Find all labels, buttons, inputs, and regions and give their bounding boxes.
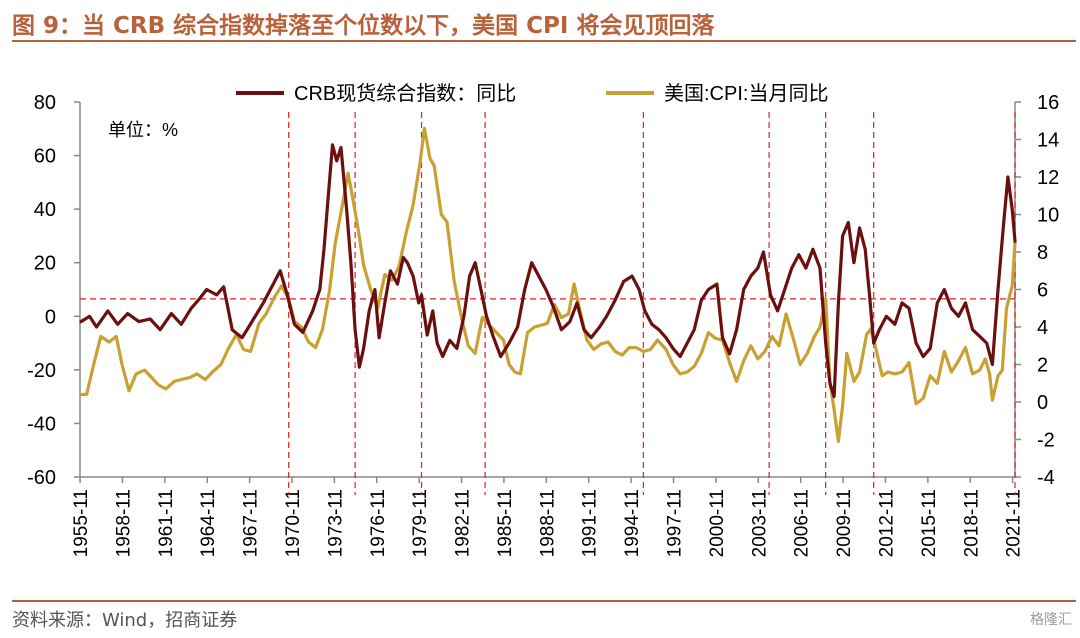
legend-cpi-label: 美国:CPI:当月同比 — [664, 82, 828, 105]
crb-series-line — [79, 143, 1017, 399]
x-tick-label: 1985-11 — [495, 489, 516, 557]
x-tick-label: 1991-11 — [580, 489, 601, 557]
x-tick-label: 2006-11 — [792, 489, 813, 557]
x-tick-label: 1958-11 — [113, 489, 134, 557]
reference-lines-group — [80, 112, 1016, 495]
x-tick-label: 2009-11 — [834, 489, 855, 557]
x-tick-label: 2015-11 — [919, 489, 940, 557]
crb-cpi-line-chart: -60-40-20020406080-4-202468101214161955-… — [27, 82, 1059, 557]
right-y-tick-label: 8 — [1037, 242, 1048, 264]
right-y-tick-label: 16 — [1037, 92, 1059, 114]
x-tick-label: 2003-11 — [749, 489, 770, 557]
x-tick-label: 1988-11 — [537, 489, 558, 557]
left-y-tick-label: 0 — [45, 306, 56, 328]
x-tick-label: 1994-11 — [622, 489, 643, 557]
title-divider — [12, 40, 1076, 42]
right-y-tick-label: -4 — [1037, 467, 1055, 489]
x-tick-label: 1979-11 — [410, 489, 431, 557]
x-tick-label: 2021-11 — [1004, 489, 1025, 557]
legend: CRB现货综合指数：同比 美国:CPI:当月同比 — [236, 82, 828, 105]
right-y-tick-label: 10 — [1037, 205, 1059, 227]
source-note: 资料来源：Wind，招商证券 — [12, 610, 238, 631]
x-tick-label: 2000-11 — [707, 489, 728, 557]
x-tick-label: 1970-11 — [283, 489, 304, 557]
x-tick-label: 2018-11 — [961, 489, 982, 557]
left-y-tick-label: 40 — [34, 199, 56, 221]
right-y-tick-label: 6 — [1037, 280, 1048, 302]
unit-label: 单位：% — [108, 120, 178, 140]
legend-crb-label: CRB现货综合指数：同比 — [294, 82, 516, 105]
left-y-tick-label: -20 — [27, 360, 56, 382]
left-y-tick-label: 80 — [34, 92, 56, 114]
figure-title: 图 9：当 CRB 综合指数掉落至个位数以下，美国 CPI 将会见顶回落 — [12, 13, 715, 39]
x-tick-label: 1961-11 — [156, 489, 177, 557]
series-group — [79, 126, 1017, 443]
x-tick-label: 2012-11 — [876, 489, 897, 557]
watermark-logo: 格隆汇 — [1030, 612, 1072, 628]
x-tick-label: 1964-11 — [198, 489, 219, 557]
x-tick-label: 1967-11 — [241, 489, 262, 557]
right-y-tick-label: 0 — [1037, 392, 1048, 414]
right-y-tick-label: -2 — [1037, 430, 1055, 452]
x-tick-label: 1982-11 — [453, 489, 474, 557]
right-y-tick-label: 14 — [1037, 130, 1059, 152]
x-tick-label: 1976-11 — [368, 489, 389, 557]
right-y-tick-label: 2 — [1037, 355, 1048, 377]
right-y-tick-label: 12 — [1037, 167, 1059, 189]
right-y-tick-label: 4 — [1037, 317, 1048, 339]
left-y-tick-label: 20 — [34, 253, 56, 275]
x-tick-label: 1955-11 — [71, 489, 92, 557]
x-tick-label: 1973-11 — [325, 489, 346, 557]
x-tick-label: 1997-11 — [665, 489, 686, 557]
footer-divider — [12, 600, 1076, 602]
cpi-series-line — [79, 126, 1017, 443]
left-y-tick-label: -60 — [27, 467, 56, 489]
left-y-tick-label: -40 — [27, 413, 56, 435]
left-y-tick-label: 60 — [34, 146, 56, 168]
